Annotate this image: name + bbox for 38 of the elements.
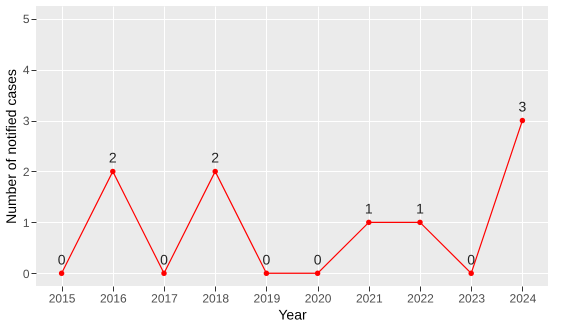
y-tick-label: 1 (22, 216, 30, 230)
x-tick-label: 2024 (510, 292, 537, 306)
point (58, 270, 64, 276)
point (468, 270, 474, 276)
point (264, 270, 270, 276)
point (314, 270, 320, 276)
x-tick-label: 2022 (407, 292, 434, 306)
point (110, 168, 116, 174)
data-label: 0 (467, 251, 476, 268)
y-tick-label: 5 (22, 12, 30, 26)
point (520, 118, 526, 124)
x-tick-label: 2018 (202, 292, 230, 306)
data-label: 0 (160, 251, 168, 268)
y-tick-label: 4 (22, 63, 30, 78)
y-axis-title: Number of notified cases (2, 69, 19, 224)
x-tick-label: 2016 (100, 292, 127, 306)
point (417, 220, 423, 226)
point (161, 270, 167, 276)
data-label: 0 (314, 251, 322, 268)
y-tick-label: 2 (22, 164, 30, 179)
y-tick-label: 0 (22, 266, 30, 281)
point (212, 168, 218, 174)
x-tick-label: 2017 (151, 292, 178, 306)
data-label: 0 (58, 251, 66, 268)
x-axis-title: Year (278, 306, 307, 322)
x-tick-label: 2021 (356, 292, 383, 306)
x-tick-label: 2019 (254, 292, 281, 306)
data-label: 2 (211, 149, 220, 166)
data-label: 1 (364, 200, 373, 216)
x-tick-label: 2015 (48, 292, 76, 306)
data-label: 3 (518, 98, 526, 115)
data-label: 2 (108, 149, 117, 166)
y-tick-label: 3 (22, 114, 30, 128)
x-tick-label: 2023 (458, 292, 486, 306)
point (366, 220, 372, 226)
data-label: 0 (262, 251, 270, 268)
data-label: 1 (416, 200, 424, 216)
x-tick-label: 2020 (304, 292, 332, 306)
